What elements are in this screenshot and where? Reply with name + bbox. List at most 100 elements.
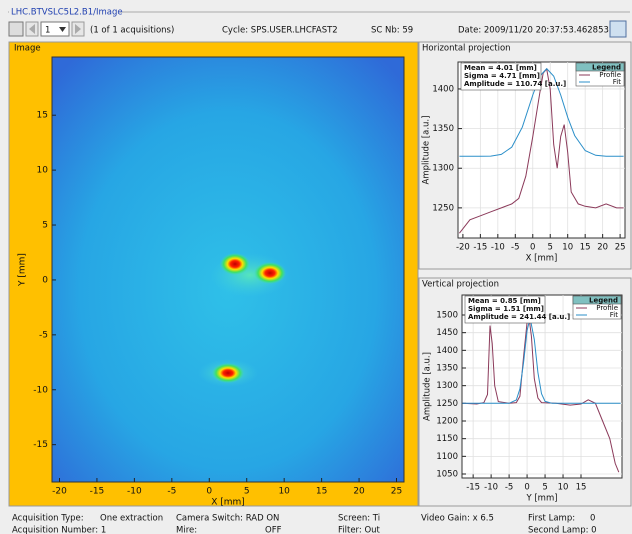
status: OFF [265,526,282,534]
page-selector[interactable] [40,21,70,37]
cycle: Cycle: SPS.USER.LHCFAST2 [222,26,338,36]
y-tick-label: 1300 [432,164,454,174]
series-line [459,67,624,234]
x-tick-label: 5 [244,487,250,497]
stats-box [464,295,546,324]
status: Second Lamp: 0 [528,526,597,534]
stats-text: Sigma = 4.71 [mm] [464,72,540,80]
export-button[interactable] [609,20,627,38]
x-tick-label: -15 [466,483,480,493]
x-tick-label: -15 [473,243,487,253]
page-number: 1 [45,26,50,36]
y-tick-label: 1150 [436,434,458,444]
x-tick-label: 10 [562,243,573,253]
status: Acquisition Number: 1 [12,526,106,534]
vproj-title: Vertical projection [422,280,499,290]
legend-header [575,62,625,72]
status: 0 [590,514,595,524]
image-panel-title: Image [14,44,41,54]
hproj-title: Horizontal projection [422,44,511,54]
x-tick-label: 20 [353,487,365,497]
y-axis-label: Amplitude [a.u.] [422,116,432,185]
x-tick-label: 15 [580,243,591,253]
stats-text: Amplitude = 110.74 [a.u.] [464,80,566,88]
status: Video Gain: x 6.5 [421,514,494,524]
status: Acquisition Type: [12,514,84,524]
y-tick-label: 5 [42,221,48,231]
y-tick-label: 1400 [436,346,458,356]
status: Filter: Out [338,526,381,534]
legend-header [572,295,622,305]
x-axis-label: X [mm] [211,498,245,508]
y-tick-label: 1300 [436,381,458,391]
x-axis-label: X [mm] [526,254,558,264]
save-button[interactable] [8,21,24,37]
series-line [462,317,621,404]
status: One extraction [100,514,163,524]
x-tick-label: 5 [542,483,547,493]
window-title: LHC.BTVSLC5L2.B1/Image [11,8,123,18]
legend-label: Profile [596,304,618,312]
beam-spot [212,363,244,383]
legend-label: Fit [610,311,618,319]
x-tick-label: 0 [524,483,529,493]
x-tick-label: 0 [206,487,212,497]
stats-text: Mean = 4.01 [mm] [464,64,537,72]
x-tick-label: -20 [456,243,470,253]
y-tick-label: 1050 [436,470,458,480]
y-tick-label: 1100 [436,452,458,462]
y-tick-label: -10 [33,385,48,395]
hproj-plot [457,61,626,239]
x-tick-label: 20 [597,243,608,253]
stats-box [460,62,542,91]
status: Screen: Ti [338,514,380,524]
prev-icon [29,24,35,34]
y-tick-label: 1400 [432,84,454,94]
series-line [459,67,624,157]
y-tick-label: 1500 [436,310,458,320]
y-tick-label: 15 [37,111,48,121]
x-tick-label: -10 [491,243,505,253]
beam-spot [254,262,286,284]
legend-title: Legend [589,297,618,305]
stats-text: Mean = 0.85 [mm] [468,297,541,305]
x-axis-label: Y [mm] [525,494,557,504]
x-tick-label: -5 [511,243,519,253]
y-tick-label: 1350 [432,124,454,134]
x-tick-label: 25 [615,243,626,253]
date: Date: 2009/11/20 20:37:53.462853 [458,26,609,36]
legend-label: Profile [599,71,621,79]
y-tick-label: 1250 [432,203,454,213]
y-tick-label: 1450 [436,328,458,338]
header-bg [9,6,119,18]
status: Camera Switch: RAD ON [176,514,279,524]
x-tick-label: -15 [90,487,105,497]
y-tick-label: 0 [42,275,48,285]
y-axis-label: Y [mm] [18,253,28,287]
x-tick-label: 15 [316,487,327,497]
status: Mire: [176,526,197,534]
x-tick-label: 15 [576,483,587,493]
dropdown-arrow [59,27,66,32]
y-tick-label: -5 [39,330,48,340]
legend-title: Legend [592,64,621,72]
x-tick-label: 25 [391,487,402,497]
vproj-plot [461,294,623,479]
x-tick-label: 10 [278,487,290,497]
x-tick-label: -20 [52,487,67,497]
y-tick-label: 1250 [436,399,458,409]
x-tick-label: -5 [167,487,176,497]
stats-text: Amplitude = 241.44 [a.u.] [468,313,570,321]
x-tick-label: -10 [127,487,142,497]
y-tick-label: -15 [33,440,48,450]
status: First Lamp: [528,514,575,524]
y-tick-label: 10 [37,166,49,176]
y-tick-label: 1350 [436,364,458,374]
x-tick-label: -10 [484,483,498,493]
stats-text: Sigma = 1.51 [mm] [468,305,544,313]
beam-spot [220,253,250,275]
acquisitions: (1 of 1 acquisitions) [90,26,174,36]
x-tick-label: 5 [548,243,553,253]
